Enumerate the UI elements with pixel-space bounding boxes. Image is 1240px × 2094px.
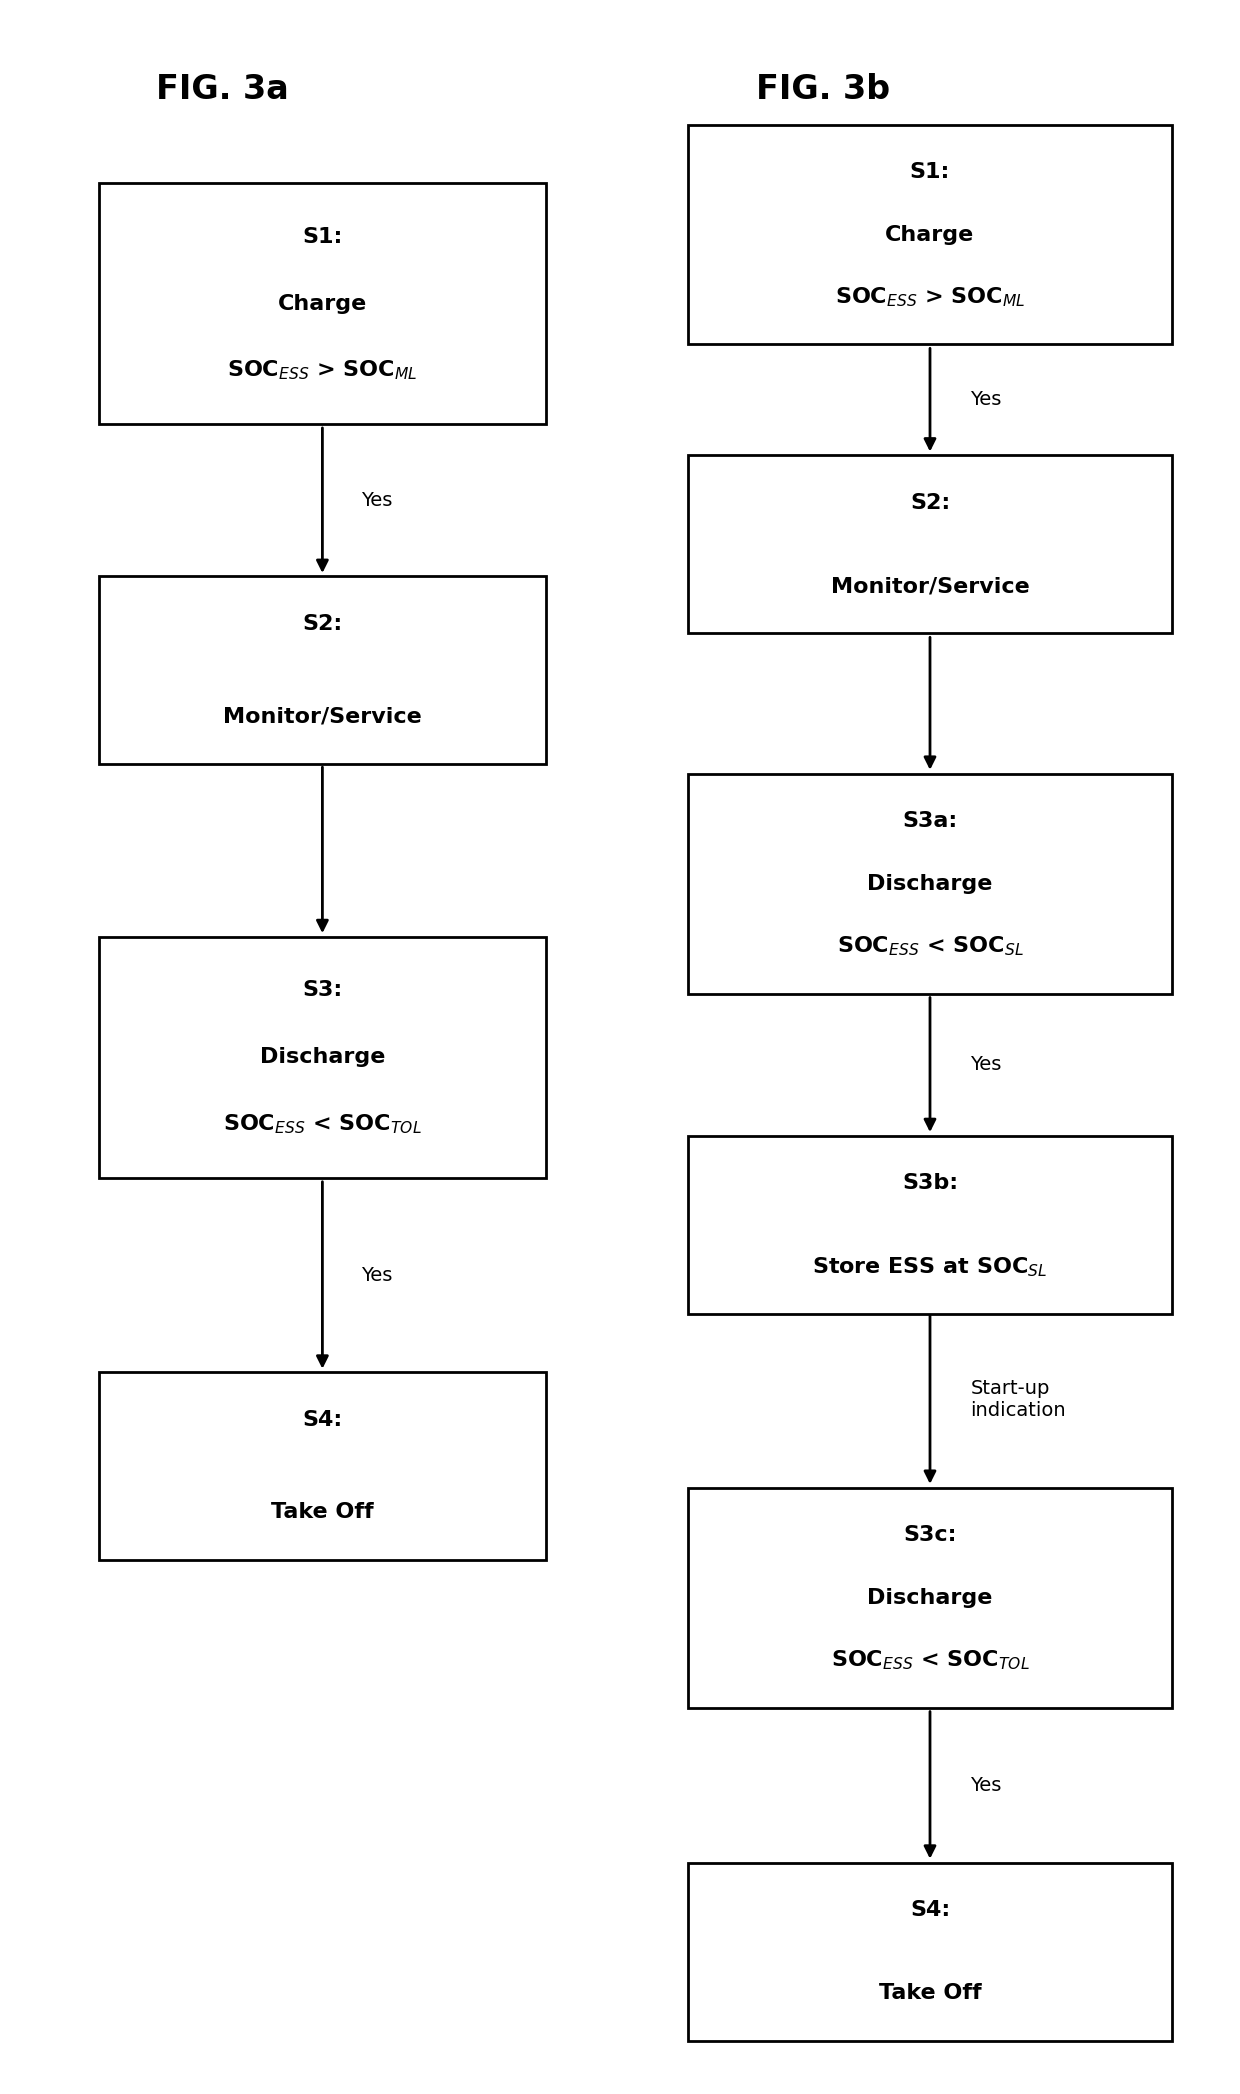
Text: FIG. 3b: FIG. 3b [756,73,890,107]
Bar [99,1372,546,1560]
Text: Yes: Yes [970,389,1002,410]
Bar [99,184,546,423]
Text: S1:: S1: [910,161,950,182]
Text: S2:: S2: [303,614,342,634]
Bar [688,456,1172,632]
Text: Store ESS at SOC$_{SL}$: Store ESS at SOC$_{SL}$ [812,1254,1048,1279]
Text: Take Off: Take Off [272,1501,373,1522]
Text: SOC$_{ESS}$ < SOC$_{TOL}$: SOC$_{ESS}$ < SOC$_{TOL}$ [223,1112,422,1137]
Bar [99,576,546,764]
Bar [688,1487,1172,1709]
Bar [688,775,1172,995]
Text: Take Off: Take Off [879,1983,981,2004]
Text: Monitor/Service: Monitor/Service [223,706,422,727]
Text: Discharge: Discharge [867,1587,993,1608]
Text: FIG. 3a: FIG. 3a [156,73,289,107]
Text: Discharge: Discharge [259,1047,386,1068]
Text: Monitor/Service: Monitor/Service [831,576,1029,597]
Text: S4:: S4: [303,1409,342,1430]
Text: Charge: Charge [278,293,367,314]
Bar [99,938,546,1177]
Bar [688,126,1172,343]
Text: Start-up
indication: Start-up indication [970,1380,1066,1420]
Bar [688,1864,1172,2040]
Text: Discharge: Discharge [867,873,993,894]
Text: Charge: Charge [885,224,975,245]
Text: S4:: S4: [910,1899,950,1920]
Text: S3b:: S3b: [901,1173,959,1194]
Text: S3a:: S3a: [903,810,957,831]
Text: SOC$_{ESS}$ < SOC$_{SL}$: SOC$_{ESS}$ < SOC$_{SL}$ [837,934,1023,959]
Text: Yes: Yes [361,490,393,511]
Text: SOC$_{ESS}$ > SOC$_{ML}$: SOC$_{ESS}$ > SOC$_{ML}$ [835,285,1025,310]
Text: SOC$_{ESS}$ < SOC$_{TOL}$: SOC$_{ESS}$ < SOC$_{TOL}$ [831,1648,1029,1673]
Bar [688,1135,1172,1315]
Text: S3:: S3: [303,980,342,1001]
Text: S3c:: S3c: [903,1524,957,1545]
Text: S1:: S1: [303,226,342,247]
Text: Yes: Yes [361,1265,393,1286]
Text: S2:: S2: [910,492,950,513]
Text: Yes: Yes [970,1055,1002,1074]
Text: SOC$_{ESS}$ > SOC$_{ML}$: SOC$_{ESS}$ > SOC$_{ML}$ [227,358,418,383]
Text: Yes: Yes [970,1776,1002,1795]
